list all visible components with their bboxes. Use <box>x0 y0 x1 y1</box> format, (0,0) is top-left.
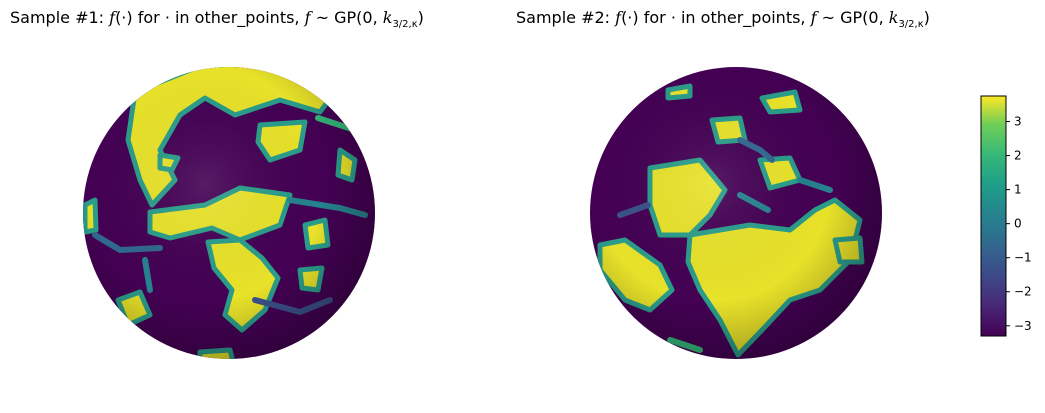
chart-title-2: Sample #2: f(·) for · in other_points, f… <box>516 8 930 31</box>
colorbar-gradient <box>980 95 1007 337</box>
colorbar-tick-label: 1 <box>1014 183 1022 197</box>
colorbar-tick-label: 0 <box>1014 217 1022 231</box>
sphere-1 <box>83 67 375 359</box>
sphere-2 <box>590 67 882 359</box>
colorbar-tick-label: 2 <box>1014 149 1022 163</box>
colorbar-tick-label: −1 <box>1014 251 1032 265</box>
colorbar-tick-label: 3 <box>1014 115 1022 129</box>
colorbar-ticks: −3 −2 −1 0 1 2 3 <box>1006 115 1032 333</box>
colorbar-tick-label: −3 <box>1014 319 1032 333</box>
chart-title-1: Sample #1: f(·) for · in other_points, f… <box>10 8 424 31</box>
colorbar: −3 −2 −1 0 1 2 3 <box>980 95 1032 337</box>
colorbar-tick-label: −2 <box>1014 285 1032 299</box>
